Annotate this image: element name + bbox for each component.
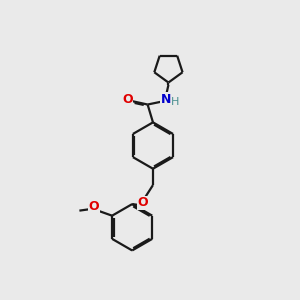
Text: H: H bbox=[171, 97, 179, 107]
Text: O: O bbox=[122, 93, 133, 106]
Text: O: O bbox=[88, 200, 99, 213]
Text: O: O bbox=[137, 196, 148, 209]
Text: N: N bbox=[160, 93, 171, 106]
